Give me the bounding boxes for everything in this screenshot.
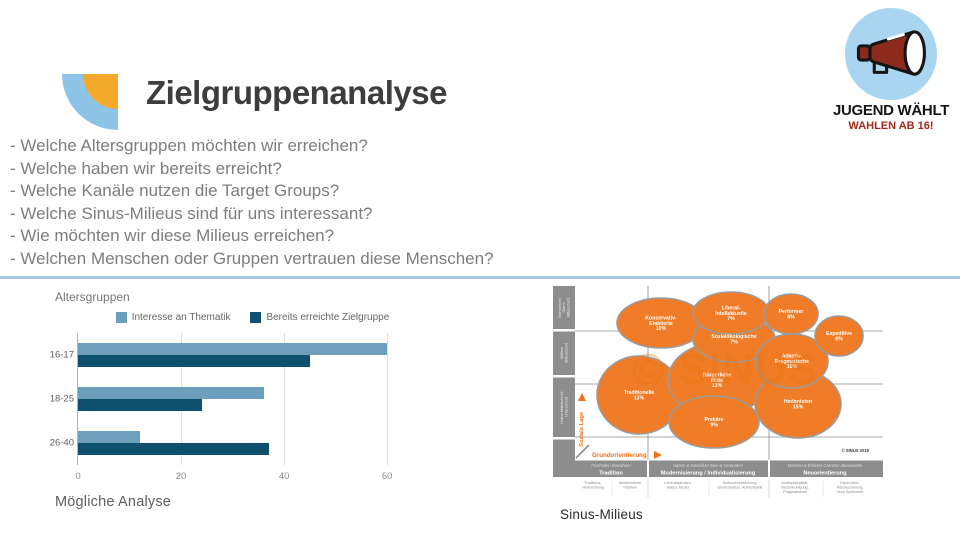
x-tick-label: 40 (278, 471, 290, 482)
orientation-detail: Traditions-verwurzelung (582, 481, 604, 489)
legend-item: Interesse an Thematik (115, 312, 231, 323)
band-label: Modernisierung / Individualisierung (661, 471, 756, 477)
sinus-copyright: © SINUS 2018 (841, 448, 869, 453)
question-line: - Welchen Menschen oder Gruppen vertraue… (10, 248, 494, 268)
bar-18-25-series1 (78, 399, 202, 411)
grundorientierung-arrow-icon (654, 451, 662, 459)
orientation-detail: Multioptionalität, Beschleunigung, Pragmat… (781, 481, 808, 494)
social-status-label: Oberschicht /ObereMittelschicht (558, 297, 570, 318)
logo-text-jugend-waehlt: JUGEND WÄHLT (832, 102, 950, 119)
milieu-bubble (755, 333, 829, 389)
legend-item: Bereits erreichte Zielgruppe (250, 312, 389, 323)
legend-swatch (250, 312, 262, 323)
x-tick-label: 60 (381, 471, 393, 482)
sinus-watermark: © SINUS (632, 345, 818, 394)
sinus-milieus-diagram: Oberschicht /ObereMittelschicht MittlereM… (553, 286, 883, 498)
category-label: 16-17 (49, 349, 74, 361)
milieu-label: Bürgerliche Mitte 13% (703, 372, 732, 389)
bar-18-25-series0 (78, 387, 264, 399)
question-line: - Welche Altersgruppen möchten wir errei… (10, 136, 368, 155)
milieu-label: Hedonisten 15% (784, 399, 812, 410)
band-label: Neuorientierung (803, 471, 847, 477)
question-line: - Welche Sinus-Milieus sind für uns inte… (10, 203, 373, 223)
caption-moegliche-analyse: Mögliche Analyse (55, 494, 172, 510)
bar-26-40-series1 (78, 443, 269, 455)
question-line: - Welche Kanäle nutzen die Target Groups… (10, 181, 340, 201)
milieu-label: Traditionelle 13% (624, 390, 655, 401)
milieu-label: Konservativ-Etablierte 10% (645, 315, 677, 332)
question-line: - Welche haben wir bereits erreicht? (10, 158, 282, 178)
divider-line (0, 276, 960, 279)
caption-sinus-milieus: Sinus-Milieus (560, 507, 643, 522)
grundorientierung-label: Grundorientierung (592, 452, 647, 459)
bar-26-40-series0 (78, 431, 140, 443)
bar-16-17-series1 (78, 355, 310, 367)
milieu-label: Liberal-Intellektuelle 7% (715, 305, 747, 322)
social-status-sidebar (553, 286, 575, 477)
chart-plot-area: 0 20 40 60 16-17 18-25 26-40 (50, 333, 449, 482)
orientation-detail: Modernisierte Tradition (619, 481, 641, 489)
page-title: Zielgruppenanalyse (146, 74, 447, 111)
chart-legend: Interesse an Thematik Bereits erreichte Z… (45, 312, 460, 323)
orientation-bands: Festhalten Bewahren Tradition Haben & Geni… (575, 460, 883, 477)
social-status-label: MittlereMittelschicht (560, 343, 568, 363)
altersgruppen-chart: Altersgruppen Interesse an Thematik Berei… (45, 287, 460, 487)
milieu-bubbles: Konservativ-Etablierte 10% Traditionelle 13… (596, 291, 864, 449)
orientation-detail-texts: Traditions-verwurzelung Modernisierte Trad… (582, 481, 863, 494)
question-list: - Welche Altersgruppen möchten wir errei… (10, 135, 494, 271)
milieu-bubble (668, 395, 760, 449)
orientation-detail: Selbstverwirklichung, Emanzipation, Authe… (718, 481, 762, 489)
band-segment (575, 460, 647, 477)
legend-swatch (115, 312, 127, 323)
question-line: - Wie möchten wir diese Milieus erreiche… (10, 226, 335, 246)
milieu-label: Sozialökologische 7% (711, 334, 756, 345)
soziale-lage-arrow-icon (578, 393, 586, 401)
milieu-label: Expeditive 8% (826, 331, 852, 342)
milieu-label: Adaptiv-Pragmatische 10% (775, 353, 809, 370)
social-status-label: Untere Mittelschicht /Unterschicht (560, 390, 568, 424)
jugend-waehlt-logo: JUGEND WÄHLT WAHLEN AB 16! (828, 6, 954, 132)
gridline (387, 333, 389, 465)
band-label: Tradition (599, 471, 623, 477)
milieu-bubble (814, 315, 864, 357)
bar-16-17-series0 (78, 343, 388, 355)
social-status-labels: Oberschicht /ObereMittelschicht MittlereM… (558, 297, 570, 424)
gridline (284, 333, 286, 465)
band-sub-label: Machen & Erleben Grenzen überwinden (788, 463, 863, 468)
orientation-detail: Lebensstandard, Status, Besitz (664, 481, 691, 489)
x-tick-label: 20 (175, 471, 187, 482)
axis-origin-diagonal (575, 444, 590, 459)
milieu-label: Prekäre 9% (704, 417, 723, 428)
category-label: 18-25 (49, 393, 74, 405)
legend-label: Interesse an Thematik (131, 312, 231, 323)
logo-text-wahlen-ab-16: WAHLEN AB 16! (848, 120, 934, 132)
band-sub-label: Haben & Genießen Sein & Verändern (673, 463, 744, 468)
band-segment (649, 460, 768, 477)
legend-label: Bereits erreichte Zielgruppe (266, 312, 390, 323)
quarter-circle-icon (62, 74, 118, 130)
category-label: 26-40 (49, 437, 74, 449)
soziale-lage-label: Soziale Lage (579, 411, 585, 447)
band-sub-label: Festhalten Bewahren (591, 463, 631, 468)
chart-title: Altersgruppen (55, 290, 130, 304)
band-segment (770, 460, 883, 477)
milieu-label: Performer 8% (779, 309, 804, 320)
orientation-detail: Exploration, Refokussierung, neue Synthese… (837, 481, 864, 494)
logo-circle (845, 8, 937, 100)
x-tick-label: 0 (75, 471, 81, 482)
detail-dividers (611, 480, 824, 498)
megaphone-icon (856, 30, 926, 76)
